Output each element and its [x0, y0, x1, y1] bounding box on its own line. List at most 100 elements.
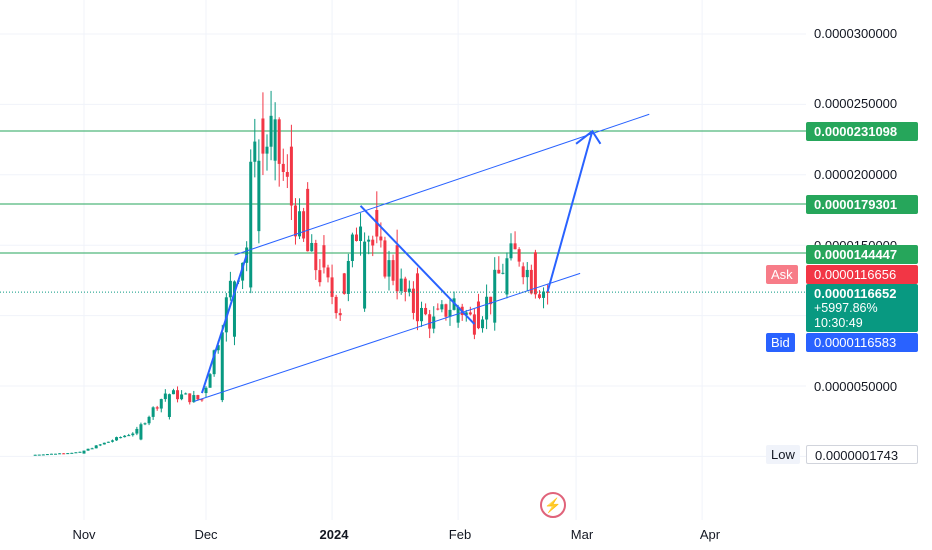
candle-body — [171, 390, 175, 395]
candle-body — [281, 163, 285, 173]
y-tick-label: 0.0000200000 — [814, 167, 898, 182]
y-tick-label: 0.0000250000 — [814, 96, 898, 111]
candle-body — [253, 141, 257, 162]
candle-body — [513, 243, 517, 250]
x-tick-label: Apr — [699, 527, 721, 542]
candle-body — [163, 393, 167, 400]
candle-body — [298, 211, 302, 237]
level-label[interactable]: 0.0000179301 — [806, 195, 918, 214]
candle-body — [257, 160, 261, 232]
candle-body — [306, 188, 310, 252]
candle-body — [493, 269, 497, 323]
candle-body — [448, 309, 452, 317]
candle-body — [273, 119, 277, 161]
candle-body — [428, 314, 432, 329]
grid-lines — [0, 0, 806, 520]
last-price: 0.0000116652 — [814, 286, 897, 301]
candle-body — [86, 448, 90, 451]
candle-body — [208, 374, 212, 388]
candle-body — [143, 423, 147, 425]
impulse-arrow — [200, 254, 248, 394]
low-price-label: 0.0000001743 — [806, 445, 918, 464]
channel-lower-line — [193, 272, 581, 402]
level-label[interactable]: 0.0000231098 — [806, 122, 918, 141]
candle-body — [289, 146, 293, 206]
candle-body — [403, 278, 407, 292]
candle-body — [334, 296, 338, 314]
candle-body — [123, 435, 127, 438]
candle-body — [363, 241, 367, 309]
candle-body — [45, 454, 49, 456]
candle-body — [379, 236, 383, 241]
candle-body — [167, 394, 171, 417]
candle-body — [293, 205, 297, 237]
candle-body — [383, 240, 387, 277]
trend-drawings[interactable] — [193, 113, 650, 402]
candle-body — [110, 440, 114, 442]
candle-body — [49, 453, 53, 455]
change-percent: +5997.86% — [814, 301, 878, 315]
candle-body — [204, 387, 208, 394]
lightning-icon[interactable]: ⚡ — [540, 492, 566, 518]
candle-body — [159, 399, 163, 409]
candle-body — [501, 272, 505, 274]
candle-body — [350, 234, 354, 261]
candle-body — [342, 273, 346, 294]
last-price-box: 0.0000116652 +5997.86% 10:30:49 — [806, 284, 918, 332]
bid-price-label: 0.0000116583 — [806, 333, 918, 352]
candle-body — [66, 453, 70, 455]
candle-body — [37, 454, 41, 456]
target-arrow — [546, 130, 594, 292]
candle-body — [395, 245, 399, 292]
candle-body — [371, 239, 375, 246]
candle-body — [106, 441, 110, 443]
candle-body — [318, 270, 322, 283]
candle-body — [196, 395, 200, 400]
candle-body — [58, 453, 62, 455]
candle-body — [119, 437, 123, 439]
candle-body — [359, 226, 363, 242]
candle-body — [184, 393, 188, 395]
candle-body — [188, 393, 192, 403]
candle-body — [310, 242, 314, 252]
candle-body — [497, 269, 501, 274]
horizontal-levels[interactable] — [0, 130, 806, 254]
candle-body — [74, 452, 78, 454]
candle-body — [444, 304, 448, 317]
candle-body — [249, 161, 253, 288]
candle-body — [476, 301, 480, 329]
candle-body — [241, 262, 245, 281]
candle-body — [542, 291, 546, 298]
candle-body — [139, 424, 143, 440]
candle-body — [411, 288, 415, 313]
candle-body — [387, 260, 391, 277]
x-tick-label: Feb — [448, 527, 472, 542]
low-tag: Low — [766, 445, 800, 464]
candle-body — [420, 307, 424, 322]
candle-body — [90, 448, 94, 450]
candle-body — [326, 267, 330, 278]
candle-body — [489, 296, 493, 305]
candle-body — [424, 307, 428, 315]
candle-body — [228, 280, 232, 298]
candle-body — [468, 312, 472, 315]
candles — [33, 90, 550, 456]
x-tick-label: Mar — [570, 527, 594, 542]
candle-body — [481, 319, 485, 329]
candle-body — [440, 304, 444, 310]
candle-body — [135, 428, 139, 434]
candle-body — [546, 291, 550, 293]
x-tick-label: Nov — [72, 527, 96, 542]
candle-body — [94, 445, 98, 449]
candle-body — [98, 444, 102, 446]
candle-body — [407, 288, 411, 292]
candle-body — [62, 453, 66, 455]
countdown-timer: 10:30:49 — [814, 316, 863, 330]
candle-body — [521, 266, 525, 278]
candle-body — [78, 451, 82, 453]
candle-body — [367, 239, 371, 242]
level-label[interactable]: 0.0000144447 — [806, 245, 918, 264]
candle-body — [330, 277, 334, 297]
